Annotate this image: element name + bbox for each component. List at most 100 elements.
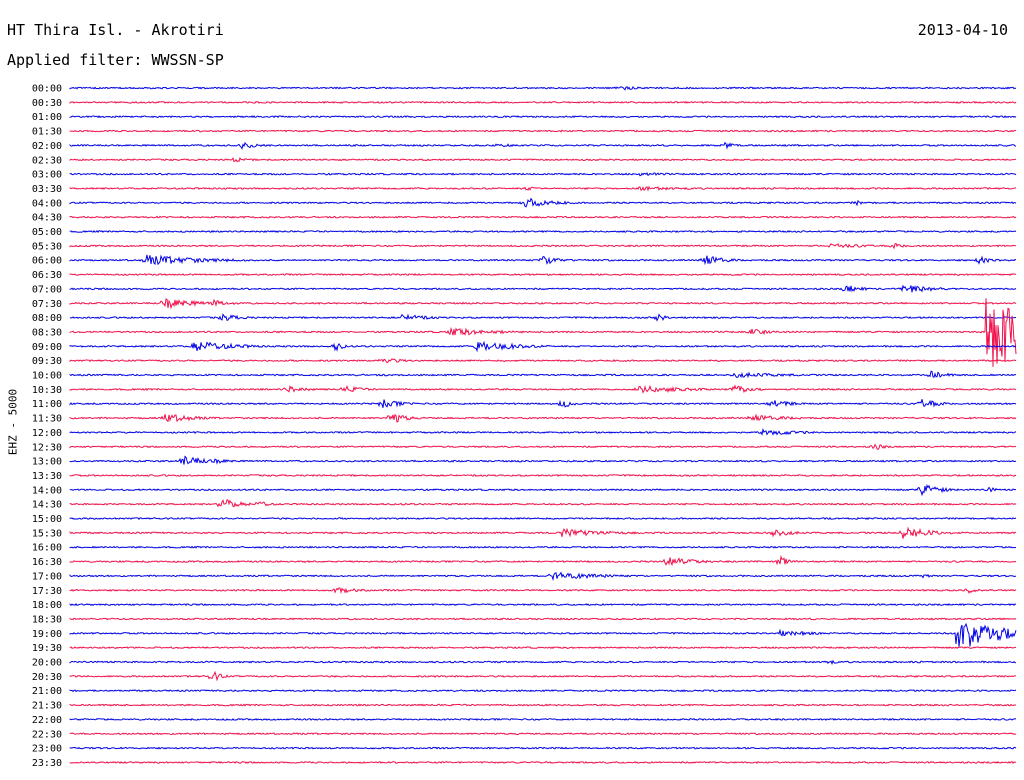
row-time-label: 03:30 <box>32 184 62 195</box>
row-time-label: 05:30 <box>32 241 62 252</box>
seismic-trace <box>69 443 1017 451</box>
seismic-trace <box>69 340 1017 353</box>
filter-label: Applied filter: WWSSN-SP <box>7 51 224 69</box>
seismic-trace <box>69 603 1017 607</box>
seismic-trace <box>69 85 1017 91</box>
row-time-label: 18:30 <box>32 614 62 625</box>
seismic-trace <box>69 298 1017 367</box>
row-time-label: 01:00 <box>32 112 62 123</box>
row-time-label: 06:30 <box>32 270 62 281</box>
row-time-label: 13:30 <box>32 471 62 482</box>
row-time-label: 14:00 <box>32 485 62 496</box>
seismic-trace <box>69 115 1017 119</box>
row-time-label: 08:00 <box>32 313 62 324</box>
seismic-trace <box>69 215 1017 219</box>
row-time-label: 06:00 <box>32 256 62 267</box>
seismic-trace <box>69 427 1017 436</box>
row-time-label: 21:00 <box>32 686 62 697</box>
row-time-label: 02:00 <box>32 141 62 152</box>
seismic-trace <box>69 141 1017 150</box>
row-time-label: 15:30 <box>32 528 62 539</box>
row-time-label: 15:00 <box>32 514 62 525</box>
seismic-trace <box>69 298 1017 310</box>
seismic-trace <box>69 617 1017 621</box>
row-time-label: 13:00 <box>32 457 62 468</box>
seismic-trace <box>69 242 1017 250</box>
row-time-label: 10:00 <box>32 371 62 382</box>
seismic-trace <box>69 229 1017 234</box>
seismic-trace <box>69 526 1017 539</box>
seismic-trace <box>69 413 1017 423</box>
seismic-trace <box>69 172 1017 177</box>
row-time-label: 17:30 <box>32 586 62 597</box>
row-time-label: 00:00 <box>32 84 62 95</box>
row-time-label: 23:00 <box>32 744 62 755</box>
row-time-label: 19:00 <box>32 629 62 640</box>
seismic-trace <box>69 483 1017 497</box>
seismic-trace <box>69 499 1017 508</box>
row-time-label: 00:30 <box>32 98 62 109</box>
row-time-label: 12:00 <box>32 428 62 439</box>
row-time-label: 10:30 <box>32 385 62 396</box>
row-time-label: 02:30 <box>32 155 62 166</box>
row-time-label: 22:30 <box>32 729 62 740</box>
row-time-label: 11:30 <box>32 414 62 425</box>
row-time-label: 20:00 <box>32 658 62 669</box>
seismic-trace <box>69 384 1017 394</box>
seismic-trace <box>69 732 1017 736</box>
station-title: HT Thira Isl. - Akrotiri <box>7 21 224 39</box>
row-time-label: 16:00 <box>32 543 62 554</box>
row-time-label: 05:00 <box>32 227 62 238</box>
row-time-label: 09:00 <box>32 342 62 353</box>
row-time-label: 14:30 <box>32 500 62 511</box>
row-time-label: 07:00 <box>32 284 62 295</box>
row-time-label: 07:30 <box>32 299 62 310</box>
seismic-trace <box>69 185 1017 192</box>
row-time-label: 08:30 <box>32 327 62 338</box>
seismic-trace <box>69 703 1017 707</box>
row-time-label: 11:00 <box>32 399 62 410</box>
row-time-label: 19:30 <box>32 643 62 654</box>
row-time-label: 12:30 <box>32 442 62 453</box>
seismic-trace <box>69 284 1017 293</box>
row-time-label: 22:00 <box>32 715 62 726</box>
seismic-trace <box>69 571 1017 582</box>
seismic-trace <box>69 646 1017 650</box>
row-time-label: 04:30 <box>32 213 62 224</box>
seismic-trace <box>69 370 1017 379</box>
seismic-trace <box>69 313 1017 322</box>
seismic-trace <box>69 587 1017 595</box>
seismic-trace <box>69 254 1017 266</box>
seismic-trace <box>69 272 1016 277</box>
seismic-trace <box>69 717 1017 721</box>
row-time-label: 16:30 <box>32 557 62 568</box>
seismic-trace <box>69 358 1017 364</box>
seismic-trace <box>69 197 1017 208</box>
row-time-label: 18:00 <box>32 600 62 611</box>
seismic-trace <box>69 670 1016 682</box>
seismic-trace <box>69 622 1017 647</box>
row-time-label: 20:30 <box>32 672 62 683</box>
row-time-label: 04:00 <box>32 198 62 209</box>
row-time-label: 21:30 <box>32 701 62 712</box>
seismic-trace <box>69 554 1017 567</box>
seismic-trace <box>69 157 1017 163</box>
seismic-trace <box>69 545 1017 549</box>
record-date: 2013-04-10 <box>917 21 1008 39</box>
row-time-label: 01:30 <box>32 127 62 138</box>
row-time-label: 03:00 <box>32 170 62 181</box>
seismic-trace <box>69 746 1017 750</box>
seismic-trace <box>69 129 1017 133</box>
seismic-trace <box>69 455 1017 465</box>
seismic-trace <box>69 659 1017 665</box>
seismic-trace <box>69 473 1017 478</box>
row-time-label: 09:30 <box>32 356 62 367</box>
seismic-trace <box>69 760 1017 764</box>
seismic-trace <box>69 689 1017 693</box>
seismic-trace <box>69 516 1017 521</box>
seismic-trace <box>69 100 1017 104</box>
row-time-label: 23:30 <box>32 758 62 769</box>
seismic-trace <box>69 399 1017 408</box>
row-time-label: 17:00 <box>32 571 62 582</box>
